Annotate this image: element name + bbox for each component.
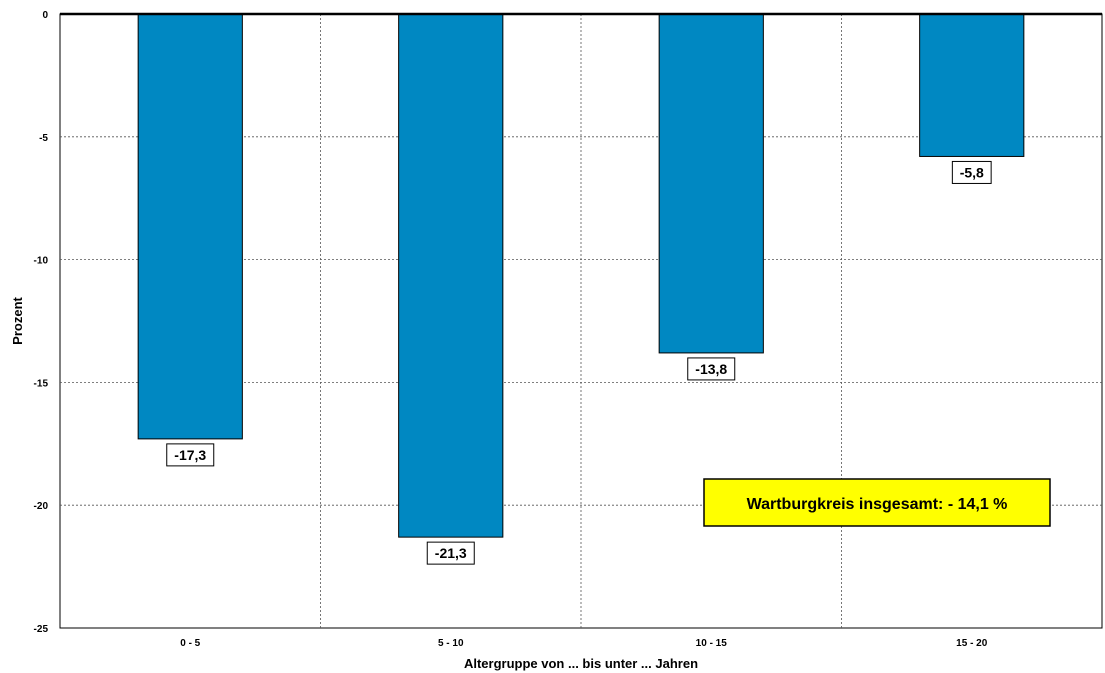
y-tick-label: -15 xyxy=(34,378,49,389)
bar xyxy=(398,13,504,538)
y-axis-ticks: 0 -5 -10 -15 -20 -25 xyxy=(34,10,49,635)
data-label: -17,3 xyxy=(174,447,206,463)
data-label: -21,3 xyxy=(435,545,467,561)
data-label-box xyxy=(687,357,736,381)
x-axis-categories: 0 - 5 5 - 10 10 - 15 15 - 20 xyxy=(180,638,988,649)
y-tick-label: -5 xyxy=(39,133,48,144)
data-label-box xyxy=(426,541,475,565)
x-category-label: 15 - 20 xyxy=(956,638,988,649)
bar xyxy=(658,13,764,354)
total-annotation: Wartburgkreis insgesamt: - 14,1 % xyxy=(703,478,1051,527)
x-category-label: 0 - 5 xyxy=(180,638,200,649)
data-label: -5,8 xyxy=(960,164,984,180)
data-label: -13,8 xyxy=(695,361,727,377)
y-tick-label: 0 xyxy=(42,10,48,21)
x-axis-title: Altergruppe von ... bis unter ... Jahren xyxy=(464,656,698,671)
data-label-box xyxy=(951,160,992,184)
total-annotation-box xyxy=(703,478,1051,527)
total-annotation-text: Wartburgkreis insgesamt: - 14,1 % xyxy=(747,496,1008,513)
x-category-label: 10 - 15 xyxy=(696,638,728,649)
bars: -17,3 -21,3 -13,8 -5,8 xyxy=(137,13,1025,565)
y-tick-label: -25 xyxy=(34,624,49,635)
y-tick-label: -20 xyxy=(34,501,49,512)
data-label-box xyxy=(166,443,215,467)
y-tick-label: -10 xyxy=(34,256,49,267)
bar xyxy=(137,13,243,440)
bar xyxy=(919,13,1025,157)
x-category-label: 5 - 10 xyxy=(438,638,464,649)
y-axis-title: Prozent xyxy=(10,296,25,344)
